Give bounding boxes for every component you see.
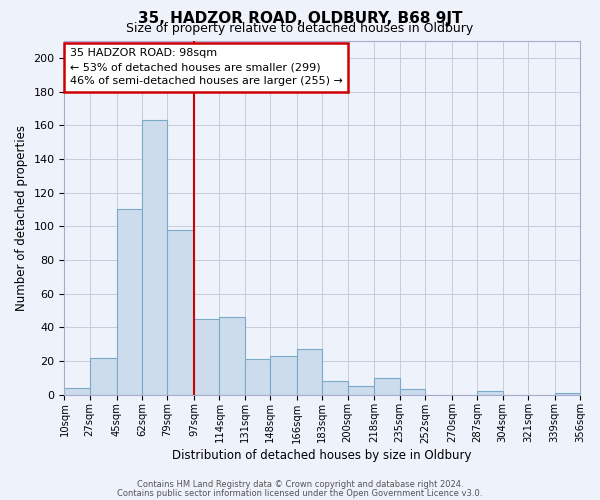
- Bar: [142, 120, 167, 394]
- Bar: [167, 230, 194, 394]
- Text: Contains HM Land Registry data © Crown copyright and database right 2024.: Contains HM Land Registry data © Crown c…: [137, 480, 463, 489]
- Bar: [220, 317, 245, 394]
- Bar: [116, 210, 142, 394]
- Bar: [245, 359, 270, 394]
- Bar: [400, 390, 425, 394]
- Text: Size of property relative to detached houses in Oldbury: Size of property relative to detached ho…: [127, 22, 473, 35]
- Bar: [554, 393, 580, 394]
- Bar: [297, 349, 322, 395]
- X-axis label: Distribution of detached houses by size in Oldbury: Distribution of detached houses by size …: [172, 450, 472, 462]
- Bar: [270, 356, 297, 395]
- Bar: [347, 386, 374, 394]
- Bar: [194, 319, 220, 394]
- Text: 35 HADZOR ROAD: 98sqm
← 53% of detached houses are smaller (299)
46% of semi-det: 35 HADZOR ROAD: 98sqm ← 53% of detached …: [70, 48, 343, 86]
- Bar: [322, 381, 347, 394]
- Bar: [477, 391, 503, 394]
- Y-axis label: Number of detached properties: Number of detached properties: [15, 125, 28, 311]
- Text: 35, HADZOR ROAD, OLDBURY, B68 9JT: 35, HADZOR ROAD, OLDBURY, B68 9JT: [138, 11, 462, 26]
- Bar: [374, 378, 400, 394]
- Text: Contains public sector information licensed under the Open Government Licence v3: Contains public sector information licen…: [118, 488, 482, 498]
- Bar: [90, 358, 116, 395]
- Bar: [64, 388, 90, 394]
